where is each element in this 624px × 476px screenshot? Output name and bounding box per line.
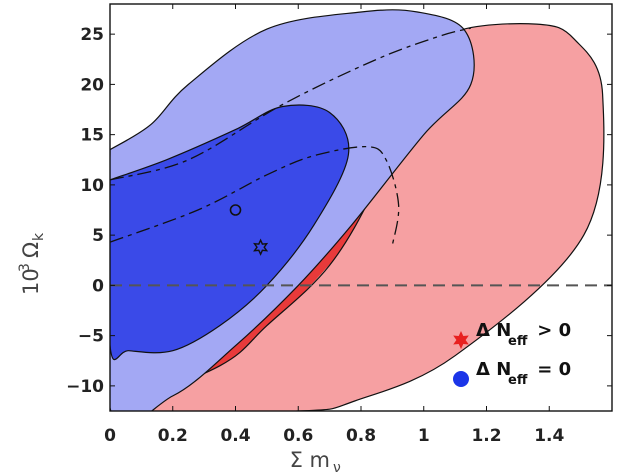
- y-tick-label: 5: [92, 226, 104, 246]
- x-axis-ticks: 0 0.2 0.4 0.6 0.8 1 1.2 1.4: [104, 4, 564, 446]
- y-tick-label: 20: [80, 75, 104, 95]
- legend-label-neff-positive-main: Δ N: [476, 320, 511, 341]
- y-axis-label-sup: 3: [17, 263, 33, 272]
- x-axis-label: Σ m ν: [290, 448, 341, 476]
- x-tick-label: 1: [418, 426, 430, 446]
- contour-95%-0: [110, 23, 605, 411]
- legend-circle-icon: [453, 371, 469, 387]
- y-axis-label-main: 10: [19, 268, 43, 295]
- legend-entry-neff-zero: Δ N eff = 0: [453, 359, 571, 388]
- x-tick-label: 0.6: [283, 426, 313, 446]
- best-fit-markers: [229, 204, 269, 256]
- y-axis-label-omega: Ω: [19, 242, 43, 258]
- legend-label-neff-zero-sub: eff: [508, 373, 528, 388]
- best-fit-circle-marker: [229, 204, 242, 216]
- y-tick-label: 0: [92, 276, 104, 296]
- y-tick-label: 10: [80, 176, 104, 196]
- legend-entry-neff-positive: Δ N eff > 0: [453, 320, 571, 349]
- legend-label-neff-zero-suffix: = 0: [531, 359, 571, 380]
- x-tick-label: 0.2: [158, 426, 188, 446]
- y-axis-ticks: −10 −5 0 5 10 15 20 25: [66, 25, 612, 397]
- confidence-regions: [110, 9, 605, 411]
- y-tick-label: 25: [80, 25, 104, 45]
- x-axis-label-sub: ν: [333, 460, 341, 476]
- legend-label-neff-zero-main: Δ N: [476, 359, 511, 380]
- y-tick-label: −5: [78, 327, 104, 347]
- y-axis-label: 10 3 Ω k: [17, 232, 47, 295]
- x-tick-label: 0.8: [346, 426, 376, 446]
- y-tick-label: −10: [66, 377, 104, 397]
- y-tick-label: 15: [80, 126, 104, 146]
- best-fit-star-marker: [253, 238, 269, 256]
- contour-dashed-68%-3: [110, 27, 471, 181]
- legend-label-neff-positive-sub: eff: [508, 334, 528, 349]
- legend: Δ N eff > 0 Δ N eff = 0: [453, 320, 571, 388]
- x-tick-label: 0.4: [220, 426, 250, 446]
- x-tick-label: 1.4: [534, 426, 564, 446]
- x-tick-label: 1.2: [471, 426, 501, 446]
- x-axis-label-main: Σ m: [290, 448, 330, 472]
- contour-68%-2: [110, 104, 350, 361]
- y-axis-label-sub: k: [31, 232, 47, 241]
- contour-dashed-68%-4: [110, 146, 400, 246]
- legend-star-icon: [453, 331, 469, 349]
- legend-label-neff-positive-suffix: > 0: [531, 320, 571, 341]
- x-tick-label: 0: [104, 426, 116, 446]
